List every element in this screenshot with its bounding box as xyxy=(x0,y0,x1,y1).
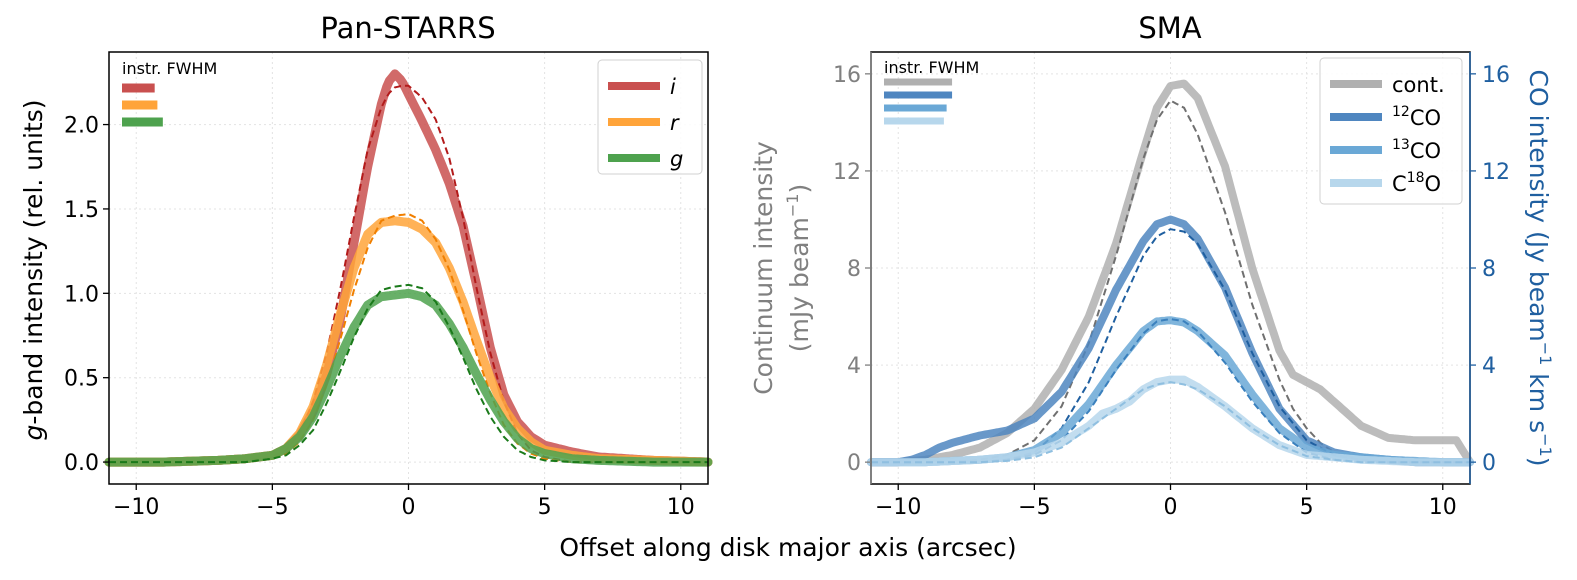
chart-title: SMA xyxy=(1138,11,1201,45)
series-line xyxy=(104,216,713,467)
right-y-tick-label: 12 xyxy=(1482,160,1510,185)
y-tick-label: 1.0 xyxy=(64,282,99,307)
chart-title: Pan-STARRS xyxy=(320,11,495,45)
series-group xyxy=(104,69,713,467)
x-tick-label: −10 xyxy=(875,495,921,520)
fwhm-label: instr. FWHM xyxy=(884,58,979,77)
right-y-axis-label: CO intensity (Jy beam−1 km s−1) xyxy=(1524,70,1555,467)
series-group xyxy=(867,79,1474,467)
legend: cont. 12CO 13CO C18O xyxy=(1319,57,1463,205)
legend-label: g xyxy=(670,147,683,171)
right-y-tick-label: 0 xyxy=(1482,451,1496,476)
series-line xyxy=(867,375,1474,467)
x-tick-label: 0 xyxy=(402,495,416,520)
series-line xyxy=(867,215,1474,467)
x-tick-label: 5 xyxy=(538,495,552,520)
y-tick-label: 0.0 xyxy=(64,451,99,476)
fit-line xyxy=(109,283,708,464)
left-y-axis-label: Continuum intensity (mJy beam−1) xyxy=(749,141,814,395)
fwhm-bars: instr. FWHM xyxy=(884,58,979,125)
left-y-label-line2: (mJy beam−1) xyxy=(783,184,814,353)
y-tick-label: 4 xyxy=(847,354,861,379)
right-y-tick-label: 8 xyxy=(1482,257,1496,282)
panel-sma: SMA Continuum intensity (mJy beam−1) CO … xyxy=(749,11,1555,520)
legend-label: r xyxy=(670,111,680,135)
legend-label: cont. xyxy=(1392,73,1445,97)
fwhm-label: instr. FWHM xyxy=(122,59,217,78)
legend-label: 13CO xyxy=(1392,137,1441,163)
y-tick-label: 2.0 xyxy=(64,114,99,139)
y-tick-label: 0.5 xyxy=(64,367,99,392)
legend: irg xyxy=(597,59,703,175)
series-line xyxy=(104,288,713,467)
fit-line xyxy=(871,381,1470,464)
x-tick-label: 0 xyxy=(1164,495,1178,520)
series-line xyxy=(867,79,1474,467)
x-tick-label: −10 xyxy=(113,495,159,520)
x-tick-label: 10 xyxy=(667,495,695,520)
shared-x-axis-label: Offset along disk major axis (arcsec) xyxy=(559,533,1016,562)
axes: −10 −5 0 5 10 0.0 0.5 1.0 1.5 2.0 xyxy=(64,51,709,520)
axes: −10 −5 0 5 10 0 0 4 4 8 8 12 12 16 16 xyxy=(833,51,1510,520)
panel-pan-starrs: Pan-STARRS g-band intensity (rel. units)… xyxy=(19,11,713,520)
x-tick-label: −5 xyxy=(1018,495,1050,520)
x-tick-label: −5 xyxy=(256,495,288,520)
legend-label: 12CO xyxy=(1392,104,1441,130)
legend-label: i xyxy=(670,75,676,99)
x-tick-label: 5 xyxy=(1300,495,1314,520)
y-tick-label: 0 xyxy=(847,451,861,476)
right-y-tick-label: 16 xyxy=(1482,63,1510,88)
x-tick-label: 10 xyxy=(1429,495,1457,520)
legend-label: C18O xyxy=(1392,170,1441,196)
right-y-tick-label: 4 xyxy=(1482,354,1496,379)
y-axis-label: g-band intensity (rel. units) xyxy=(19,100,48,441)
y-tick-label: 12 xyxy=(833,160,861,185)
fwhm-bars: instr. FWHM xyxy=(122,59,217,127)
left-y-label-line1: Continuum intensity xyxy=(749,141,778,395)
y-tick-label: 1.5 xyxy=(64,198,99,223)
legend-box xyxy=(1319,57,1463,205)
y-tick-label: 8 xyxy=(847,257,861,282)
y-tick-label: 16 xyxy=(833,63,861,88)
